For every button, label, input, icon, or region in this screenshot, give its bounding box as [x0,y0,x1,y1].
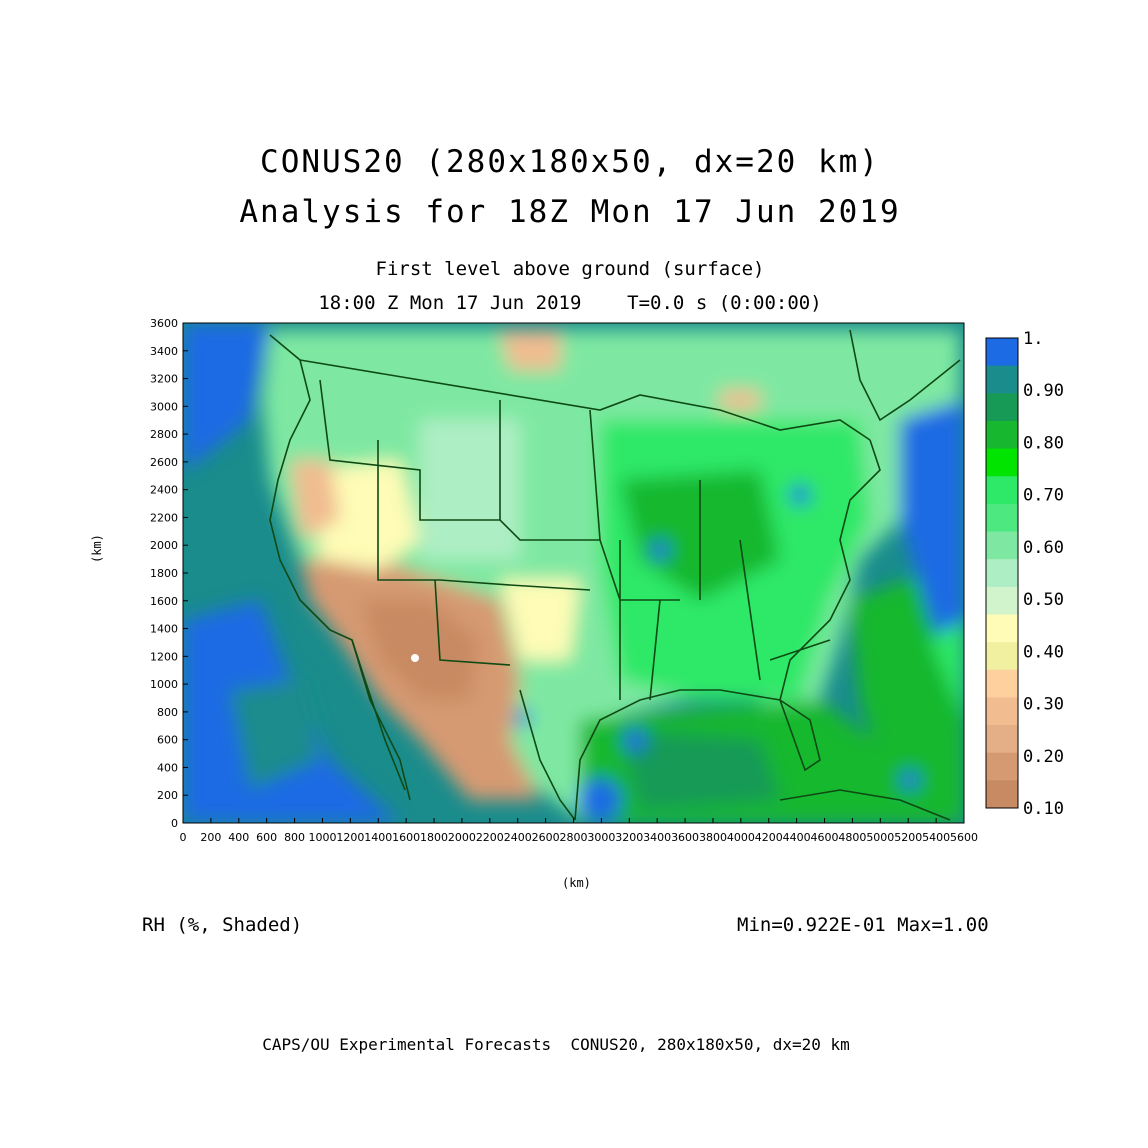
x-tick-label: 1000 [308,831,336,844]
x-tick-label: 2200 [476,831,504,844]
y-tick-label: 400 [157,761,178,774]
x-tick-label: 1200 [336,831,364,844]
x-tick-label: 5400 [922,831,950,844]
colorbar-swatch [986,669,1018,698]
variable-label: RH (%, Shaded) [142,914,303,936]
y-tick-label: 1000 [150,678,178,691]
colorbar-swatch [986,642,1018,671]
x-tick-label: 3000 [587,831,615,844]
colorbar-swatch [986,503,1018,533]
y-tick-label: 2400 [150,484,178,497]
colorbar-swatch [986,725,1018,754]
level-label: First level above ground (surface) [375,258,765,280]
rh-field [183,323,964,823]
map-outlines [269,329,961,821]
x-tick-label: 5200 [894,831,922,844]
colorbar-swatch [986,448,1018,477]
colorbar-label: 1. [1023,329,1043,349]
x-axis-label: (km) [562,876,591,890]
x-tick-label: 800 [284,831,305,844]
title-line1: CONUS20 (280x180x50, dx=20 km) [260,144,880,180]
x-tick-label: 600 [256,831,277,844]
colorbar-swatch [986,531,1018,560]
colorbar-swatch [986,420,1018,450]
colorbar-label: 0.30 [1023,695,1064,715]
y-tick-label: 1400 [150,623,178,636]
x-tick-label: 1600 [392,831,420,844]
y-tick-label: 3400 [150,345,178,358]
x-axis: 0 200 400 600 800 1000 1200 1400 1600 1800 2000 220… [180,818,978,844]
x-tick-label: 5000 [866,831,894,844]
x-tick-label: 2000 [448,831,476,844]
y-tick-label: 2600 [150,456,178,469]
footer-credit: CAPS/OU Experimental Forecasts CONUS20, … [262,1035,850,1054]
y-tick-label: 3600 [150,317,178,330]
colorbar-swatch [986,752,1018,781]
colorbar-label: 0.40 [1023,642,1064,662]
colorbar-swatch [986,614,1018,643]
x-tick-label: 3200 [615,831,643,844]
y-tick-label: 2200 [150,511,178,524]
y-tick-label: 200 [157,789,178,802]
x-tick-label: 3800 [699,831,727,844]
x-tick-label: 2800 [560,831,588,844]
colorbar-swatch [986,393,1018,422]
y-tick-label: 2800 [150,428,178,441]
x-tick-label: 4400 [783,831,811,844]
x-tick-label: 400 [228,831,249,844]
colorbar-label: 0.70 [1023,486,1064,506]
colorbar-swatch [986,780,1018,809]
colorbar-label: 0.10 [1023,799,1064,819]
y-tick-label: 1200 [150,650,178,663]
x-tick-label: 4600 [811,831,839,844]
y-tick-label: 1800 [150,567,178,580]
x-tick-label: 0 [180,831,187,844]
x-tick-label: 3400 [643,831,671,844]
x-tick-label: 1400 [364,831,392,844]
x-tick-label: 2600 [532,831,560,844]
x-tick-label: 5600 [950,831,978,844]
colorbar-swatch [986,365,1018,394]
colorbar-label: 0.20 [1023,747,1064,767]
y-axis: 0 200 400 600 800 1000 1200 1400 1600 1800 2000 220… [150,317,188,830]
x-tick-label: 200 [200,831,221,844]
colorbar: 1. 0.90 0.80 0.70 0.60 0.50 0.40 0.30 0.20 0.10 [985,329,1064,819]
valid-time-label: 18:00 Z Mon 17 Jun 2019 T=0.0 s (0:00:00… [318,292,822,314]
colorbar-swatch [986,586,1018,615]
y-tick-label: 0 [171,817,178,830]
colorbar-label: 0.90 [1023,381,1064,401]
y-tick-label: 3200 [150,373,178,386]
colorbar-label: 0.60 [1023,538,1064,558]
title-line2: Analysis for 18Z Mon 17 Jun 2019 [239,194,901,230]
y-tick-label: 800 [157,706,178,719]
colorbar-swatch [986,476,1018,505]
colorbar-label: 0.80 [1023,433,1064,453]
x-tick-label: 3600 [671,831,699,844]
y-tick-label: 600 [157,734,178,747]
x-tick-label: 2400 [504,831,532,844]
x-tick-label: 4200 [755,831,783,844]
x-tick-label: 4800 [838,831,866,844]
x-tick-label: 1800 [420,831,448,844]
y-tick-label: 1600 [150,595,178,608]
colorbar-swatch [986,559,1018,588]
y-tick-label: 2000 [150,539,178,552]
y-tick-label: 3000 [150,400,178,413]
min-max-label: Min=0.922E-01 Max=1.00 [737,914,989,936]
colorbar-swatch [986,338,1018,367]
y-axis-label: (km) [90,534,104,563]
colorbar-frame [985,337,1019,809]
colorbar-label: 0.50 [1023,590,1064,610]
x-tick-label: 4000 [727,831,755,844]
colorbar-swatch [986,697,1018,726]
